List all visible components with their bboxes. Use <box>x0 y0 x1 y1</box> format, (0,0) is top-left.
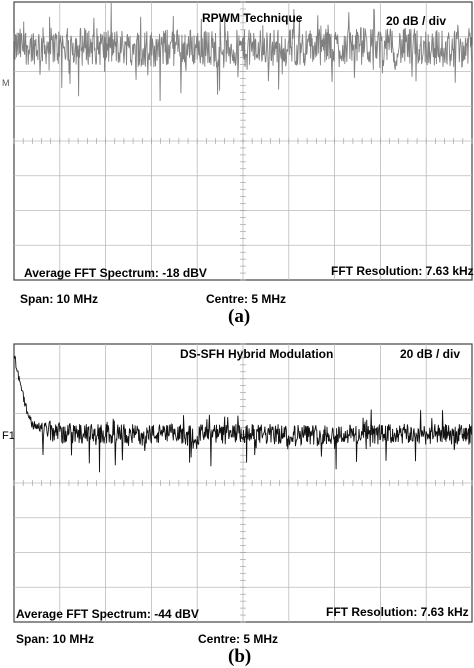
chart-title: DS-SFH Hybrid Modulation <box>180 347 334 361</box>
scope-screen <box>12 342 474 624</box>
span-label: Span: 10 MHz <box>20 292 99 306</box>
scale-label: 20 dB / div <box>386 14 447 28</box>
scale-label: 20 dB / div <box>400 347 461 361</box>
chart-title: RPWM Technique <box>202 11 303 25</box>
average-spectrum-label: Average FFT Spectrum: -44 dBV <box>16 607 199 621</box>
marker-label: M <box>2 78 10 88</box>
resolution-label: FFT Resolution: 7.63 kHz <box>326 605 469 619</box>
panel-a: M RPWM Technique 20 dB / div Average FFT… <box>2 0 474 327</box>
marker-label: F1 <box>2 430 15 442</box>
scope-screen <box>12 0 474 282</box>
centre-label: Centre: 5 MHz <box>206 292 287 306</box>
spectrum-plot <box>13 343 473 623</box>
average-spectrum-label: Average FFT Spectrum: -18 dBV <box>24 266 207 280</box>
panel-b: F1 DS-SFH Hybrid Modulation 20 dB / div … <box>0 334 474 668</box>
resolution-label: FFT Resolution: 7.63 kHz <box>331 264 474 278</box>
spectrum-plot <box>13 1 473 281</box>
spectrum-trace <box>13 2 473 102</box>
spectrum-trace <box>13 355 473 473</box>
span-label: Span: 10 MHz <box>16 632 95 646</box>
figure-caption: (b) <box>228 646 252 667</box>
centre-label: Centre: 5 MHz <box>198 632 279 646</box>
figure-caption: (a) <box>228 306 251 327</box>
